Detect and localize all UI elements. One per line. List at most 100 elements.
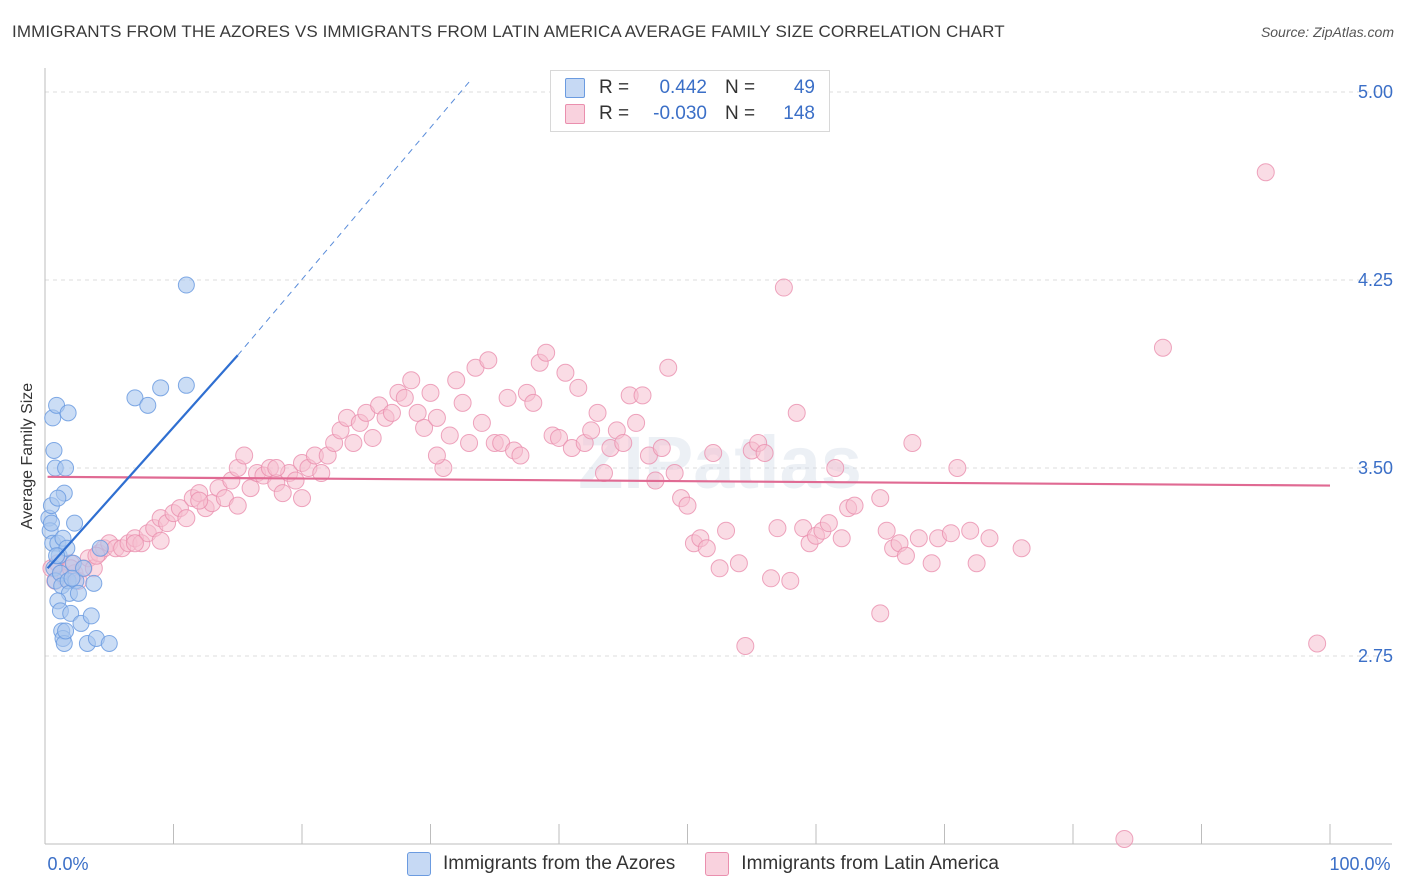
latin-legend-label: Immigrants from Latin America [741,853,999,874]
latin-america-point [440,426,459,445]
latin-america-point [1308,634,1327,653]
latin-america-points [42,163,1327,848]
latin-america-point [1256,163,1275,182]
latin-america-point [922,554,941,573]
latin-america-point [633,386,652,405]
latin-america-point [382,403,401,422]
latin-america-point [1115,829,1134,848]
azores-legend-label: Immigrants from the Azores [443,853,676,874]
latin-america-point [967,554,986,573]
latin-america-point [479,351,498,370]
latin-america-point [415,418,434,437]
latin-america-point [697,539,716,558]
latin-america-point [537,343,556,362]
latin-america-point [228,496,247,515]
tick-labels: 2.75 3.50 4.25 5.00 0.0% 100.0% [47,82,1393,874]
legend-row-latin: R = -0.030 N = 148 [565,102,815,126]
trend-lines [46,81,1331,570]
latin-america-point [286,471,305,490]
latin-america-point [652,438,671,457]
latin-america-point [762,569,781,588]
azores-point [69,584,87,602]
azores-r-value: 0.442 [659,77,707,98]
latin-america-point [408,403,427,422]
latin-america-point [819,514,838,533]
azores-point [57,622,75,640]
azores-point [59,404,77,422]
azores-point [100,634,118,652]
latin-america-point [460,433,479,452]
azores-point [152,379,170,397]
latin-america-point [582,421,601,440]
latin-america-point [395,388,414,407]
azores-legend-swatch [407,852,431,876]
latin-america-point [903,433,922,452]
x-tick-label-min: 0.0% [47,854,88,874]
latin-america-point [729,554,748,573]
latin-america-trend-line [47,475,1331,487]
latin-america-point [704,443,723,462]
latin-america-point [717,521,736,540]
latin-america-point [826,459,845,478]
latin-america-point [614,433,633,452]
azores-n-value: 49 [793,77,815,98]
latin-america-point [736,636,755,655]
azores-point [49,489,67,507]
latin-america-point [896,546,915,565]
latin-america-point [344,433,363,452]
azores-trend-line [46,354,239,570]
latin-america-point [363,428,382,447]
latin-america-point [594,464,613,483]
latin-america-point [877,521,896,540]
latin-america-point [1012,539,1031,558]
latin-n-value: 148 [783,103,815,124]
latin-america-point [498,388,517,407]
legend-item-azores: Immigrants from the Azores [407,852,675,876]
azores-point [48,547,66,565]
n-label: N = [725,77,756,98]
latin-r-value: -0.030 [653,103,707,124]
latin-america-point [781,571,800,590]
azores-point [177,276,195,294]
latin-america-point [427,446,446,465]
latin-america-point [312,464,331,483]
r-label: R = [599,77,630,98]
latin-america-point [909,529,928,548]
latin-america-point [678,496,697,515]
latin-legend-swatch [705,852,730,876]
azores-point [91,539,109,557]
r-label: R = [599,103,630,124]
latin-america-point [241,479,260,498]
latin-america-point [980,529,999,548]
latin-america-point [427,408,446,427]
chart-title: IMMIGRANTS FROM THE AZORES VS IMMIGRANTS… [12,22,1005,41]
latin-america-point [453,393,472,412]
azores-point [42,514,60,532]
latin-america-point [556,363,575,382]
latin-america-point [421,383,440,402]
latin-america-point [871,489,890,508]
latin-america-point [447,371,466,390]
azores-point [57,459,75,477]
latin-america-point [832,529,851,548]
axes [44,68,1392,845]
latin-america-point [755,443,774,462]
latin-swatch [565,104,585,124]
azores-points [40,276,195,652]
latin-america-point [774,278,793,297]
latin-america-point [787,403,806,422]
y-tick-label: 2.75 [1358,646,1393,666]
latin-america-point [524,393,543,412]
x-tick-label-max: 100.0% [1329,854,1390,874]
latin-america-point [665,464,684,483]
latin-america-point [293,489,311,508]
latin-america-point [569,378,588,397]
azores-point [63,569,81,587]
latin-america-point [627,413,646,432]
latin-america-point [941,524,960,543]
y-tick-label: 4.25 [1358,270,1393,290]
latin-america-point [151,531,170,550]
n-label: N = [725,103,756,124]
latin-america-point [845,496,864,515]
